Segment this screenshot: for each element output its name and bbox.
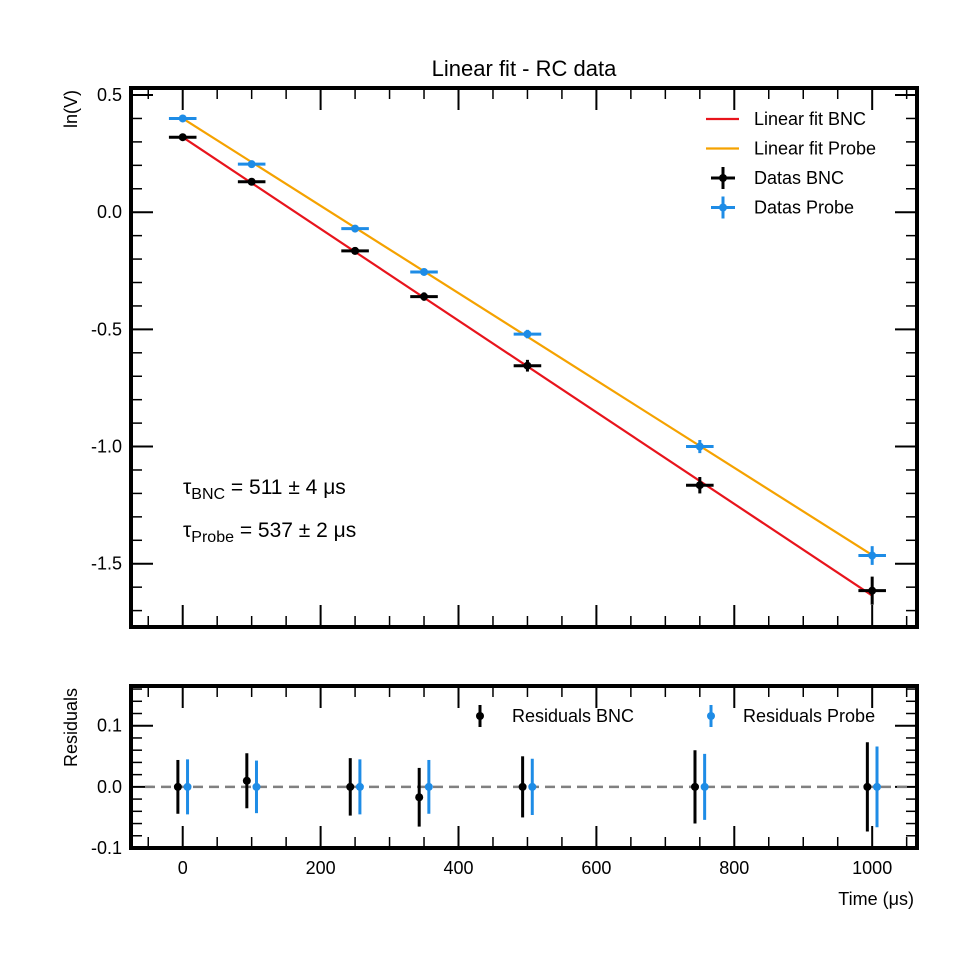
legend-label: Datas Probe xyxy=(754,198,854,218)
legend-label: Linear fit BNC xyxy=(754,109,866,129)
residual-legend: Residuals BNC Residuals Probe xyxy=(476,705,875,727)
residual-point xyxy=(242,776,251,785)
main-y-tick-label: -1.0 xyxy=(91,437,122,457)
data-point xyxy=(523,330,532,339)
residual-point xyxy=(346,782,355,791)
residual-point xyxy=(863,782,872,791)
data-point xyxy=(523,361,532,370)
residual-point xyxy=(424,782,433,791)
residual-point xyxy=(183,782,192,791)
tau-annotation: τProbe = 537 ± 2 μs xyxy=(183,519,356,546)
data-point xyxy=(868,551,877,560)
main-panel: Linear fit - RC data ln(V) 0.5 0.0 -0.5 -1.… xyxy=(61,56,919,629)
data-point xyxy=(247,177,256,186)
main-y-tick-label: -0.5 xyxy=(91,319,122,339)
legend-marker xyxy=(719,203,727,212)
chart-title: Linear fit - RC data xyxy=(432,56,617,81)
residual-plot-frame xyxy=(129,684,919,850)
data-point xyxy=(420,267,429,276)
x-tick-label: 1000 xyxy=(852,858,892,878)
x-tick-label: 600 xyxy=(581,858,611,878)
main-legend: Linear fit BNC Linear fit Probe Datas BNC D… xyxy=(706,109,876,219)
legend-marker xyxy=(719,174,727,182)
residual-point xyxy=(252,782,261,791)
res-y-tick-label: 0.0 xyxy=(97,777,122,797)
data-point xyxy=(351,246,360,255)
data-point xyxy=(420,292,429,301)
main-y-tick-label: 0.5 xyxy=(97,85,122,105)
x-tick-label: 800 xyxy=(719,858,749,878)
tau-annotation: τBNC = 511 ± 4 μs xyxy=(183,476,346,503)
residual-point xyxy=(518,782,527,791)
legend-label: Residuals Probe xyxy=(743,706,875,726)
tau-annotations: τBNC = 511 ± 4 μs τProbe = 537 ± 2 μs xyxy=(183,476,356,546)
legend-label: Linear fit Probe xyxy=(754,139,876,159)
residual-panel: Residuals Time (μs) 0 200 400 600 800 1000 0.1… xyxy=(61,684,919,909)
res-y-tick-label: 0.1 xyxy=(97,716,122,736)
data-point xyxy=(247,160,256,169)
residual-point xyxy=(415,793,424,802)
data-point xyxy=(351,224,360,233)
y-axis-label: ln(V) xyxy=(61,90,81,128)
legend-label: Datas BNC xyxy=(754,168,844,188)
x-tick-label: 200 xyxy=(306,858,336,878)
legend-marker xyxy=(707,712,715,720)
main-y-tick-label: -1.5 xyxy=(91,554,122,574)
main-plot-frame xyxy=(129,86,919,629)
data-point xyxy=(695,481,704,490)
data-point xyxy=(178,114,187,123)
res-y-tick-label: -0.1 xyxy=(91,838,122,858)
legend-marker xyxy=(476,712,484,720)
main-y-tick-label: 0.0 xyxy=(97,202,122,222)
residual-points xyxy=(173,742,882,832)
data-point xyxy=(868,586,877,595)
residual-point xyxy=(700,782,709,791)
x-tick-label: 400 xyxy=(443,858,473,878)
legend-label: Residuals BNC xyxy=(512,706,634,726)
residual-point xyxy=(355,782,364,791)
residual-point xyxy=(173,782,182,791)
residual-point xyxy=(690,782,699,791)
data-points xyxy=(168,114,886,605)
data-point xyxy=(695,442,704,451)
residual-point xyxy=(873,782,882,791)
residual-point xyxy=(528,782,537,791)
data-point xyxy=(178,133,187,142)
x-axis-label: Time (μs) xyxy=(838,889,914,909)
x-tick-label: 0 xyxy=(178,858,188,878)
residual-y-axis-label: Residuals xyxy=(61,688,81,767)
